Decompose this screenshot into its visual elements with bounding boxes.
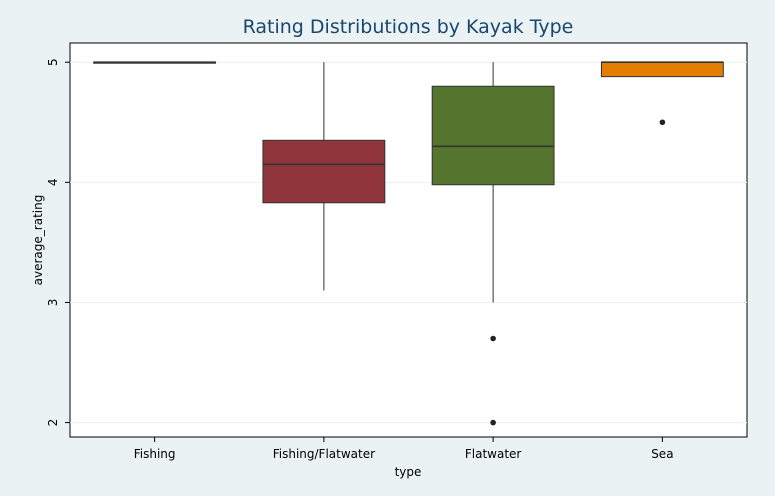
x-tick-label: Sea [651, 447, 673, 461]
plot-area [69, 42, 748, 438]
outlier-point [490, 335, 496, 342]
y-tick-label: 5 [46, 58, 60, 66]
axes-layer: 2 3 4 5 Fishing Fishing/Flatwater Flatwater Sea [46, 58, 674, 461]
outlier-point [490, 419, 496, 426]
y-tick-label: 3 [46, 299, 60, 307]
y-tick-label: 2 [46, 419, 60, 427]
box-fishing-flatwater [262, 139, 386, 204]
outlier-point [659, 119, 666, 126]
x-tick-label: Fishing [134, 447, 176, 461]
y-axis-label: average_rating [31, 195, 45, 286]
box-flatwater [431, 85, 555, 186]
chart-title: Rating Distributions by Kayak Type [243, 16, 574, 38]
box-sea [600, 61, 724, 78]
y-tick-label: 4 [46, 179, 60, 187]
boxes-layer [93, 61, 724, 426]
x-tick-label: Flatwater [465, 447, 522, 461]
x-axis-label: type [395, 465, 422, 479]
x-tick-label: Fishing/Flatwater [273, 447, 375, 461]
